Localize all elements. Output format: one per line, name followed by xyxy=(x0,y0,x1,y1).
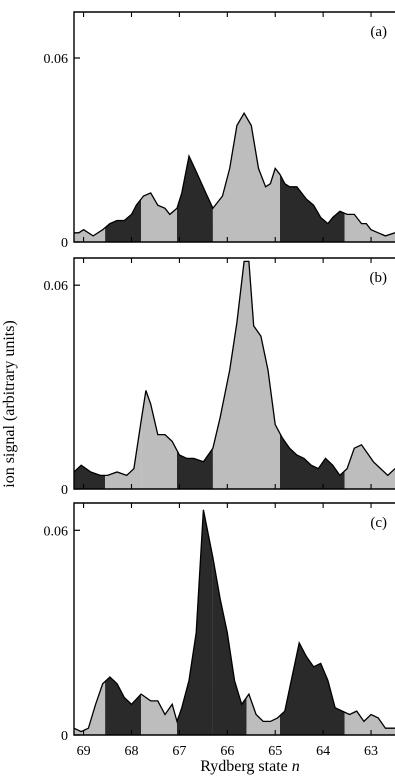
band-light-0 xyxy=(74,227,106,242)
x-tick-label: 68 xyxy=(124,744,138,759)
band-light-4 xyxy=(212,113,281,242)
x-axis-label-text: Rydberg state xyxy=(200,758,292,775)
panel-label: (a) xyxy=(370,24,387,40)
spectrum-line xyxy=(74,111,395,237)
panels: 0 0.06 (a) 0 0.06 (b) 0 0.06 69 68 67 66 65 64 63 (c) xyxy=(44,11,395,759)
panel-a: 0 0.06 (a) xyxy=(44,11,395,251)
panel-b: 0 0.06 (b) xyxy=(44,257,395,498)
panel-c: 0 0.06 69 68 67 66 65 64 63 (c) xyxy=(44,502,395,759)
axes-frame xyxy=(73,502,395,736)
band-dark-3 xyxy=(177,156,213,242)
y-axis-label: ion signal (arbitrary units) xyxy=(1,320,18,488)
y-tick-label: 0.06 xyxy=(44,279,69,294)
x-tick-label: 67 xyxy=(172,744,186,759)
panel-label: (c) xyxy=(370,515,387,531)
band-dark-6 xyxy=(280,642,345,735)
band-light-2 xyxy=(141,390,178,489)
band-light-0 xyxy=(74,681,106,735)
band-light-2 xyxy=(141,694,178,735)
band-dark-4 xyxy=(212,557,247,735)
band-dark-0 xyxy=(74,465,106,489)
y-tick-label: 0.06 xyxy=(44,524,69,539)
x-tick-label: 63 xyxy=(364,744,378,759)
x-axis-label: Rydberg state n xyxy=(200,758,300,775)
panel-label: (b) xyxy=(370,270,388,286)
band-light-2 xyxy=(141,192,178,242)
band-dark-5 xyxy=(280,433,345,489)
band-light-6 xyxy=(344,444,395,489)
axes-frame xyxy=(73,257,395,490)
x-tick-label: 66 xyxy=(220,744,234,759)
axes-frame xyxy=(73,11,395,243)
band-light-4 xyxy=(212,261,281,489)
x-tick-label: 69 xyxy=(77,744,91,759)
spectrum-line xyxy=(73,509,395,733)
x-axis-label-variable: n xyxy=(292,758,300,775)
band-dark-3 xyxy=(177,509,213,735)
band-light-1 xyxy=(105,421,142,489)
band-light-7 xyxy=(344,711,395,735)
band-dark-3 xyxy=(177,448,213,489)
x-tick-label: 64 xyxy=(316,744,330,759)
band-dark-5 xyxy=(280,174,345,242)
spectrum-line xyxy=(73,260,395,477)
y-tick-label: 0.06 xyxy=(44,52,69,67)
band-dark-1 xyxy=(105,677,142,735)
y-tick-label: 0 xyxy=(61,729,68,744)
y-tick-label: 0 xyxy=(61,236,68,251)
x-tick-label: 65 xyxy=(268,744,282,759)
y-tick-label: 0 xyxy=(61,483,68,498)
band-light-5 xyxy=(246,694,281,735)
